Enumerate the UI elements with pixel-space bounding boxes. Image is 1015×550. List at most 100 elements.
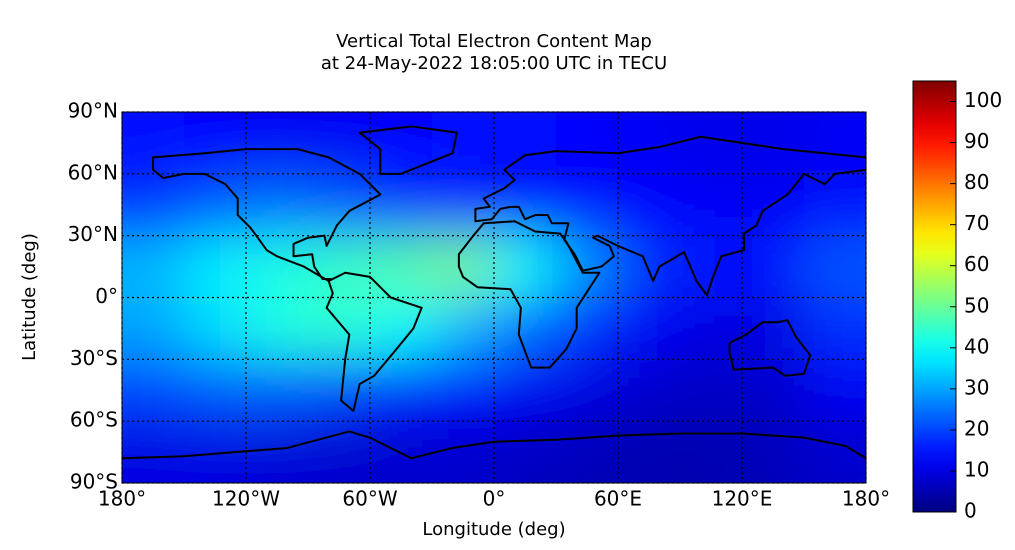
coastline <box>459 221 600 367</box>
heatmap-cell <box>184 359 247 423</box>
colorbar-tick-label: 0 <box>964 499 977 523</box>
heatmap-cell <box>556 421 619 483</box>
heatmap-cell <box>556 112 619 175</box>
heatmap-cell <box>432 235 495 299</box>
heatmap-cell <box>804 173 866 237</box>
coastlines <box>122 126 866 458</box>
colorbar-tick-label: 70 <box>964 211 989 235</box>
heatmap-cell <box>804 112 866 175</box>
heatmap-cell <box>804 235 866 299</box>
heatmap-cell <box>742 359 805 423</box>
heatmap-cell <box>184 173 247 237</box>
heatmap-cell <box>308 112 371 175</box>
heatmap-cell <box>308 421 371 483</box>
heatmap-cell <box>184 297 247 361</box>
coastline <box>475 137 866 296</box>
heatmap-cell <box>494 421 557 483</box>
colorbar-tick-label: 40 <box>964 334 989 358</box>
heatmap-cell <box>804 297 866 361</box>
plot-frame <box>121 111 867 484</box>
colorbar <box>912 80 957 513</box>
coastline <box>153 149 380 281</box>
x-axis-label: Longitude (deg) <box>422 519 565 540</box>
heatmap-cell <box>804 359 866 423</box>
heatmap-cell <box>742 421 805 483</box>
y-tick-label: 60°N <box>68 160 118 184</box>
heatmap-cell <box>246 235 309 299</box>
colorbar-tick-label: 100 <box>964 88 1002 112</box>
heatmap-cell <box>246 421 309 483</box>
colorbar-tick-label: 90 <box>964 129 989 153</box>
y-tick-label: 30°S <box>70 346 118 370</box>
heatmap-cell <box>122 359 185 423</box>
heatmap-cell <box>370 359 433 423</box>
heatmap-cell <box>618 173 681 237</box>
y-tick-label: 90°N <box>68 99 118 123</box>
heatmap-cell <box>370 421 433 483</box>
heatmap <box>122 112 866 483</box>
heatmap-cell <box>742 112 805 175</box>
heatmap-cell <box>680 235 743 299</box>
heatmap-cell <box>122 235 185 299</box>
heatmap-cell <box>742 235 805 299</box>
heatmap-cell <box>308 359 371 423</box>
colorbar-tick-label: 50 <box>964 293 989 317</box>
heatmap-cell <box>680 297 743 361</box>
x-tick-label: 180° <box>98 487 146 511</box>
heatmap-cell <box>432 421 495 483</box>
heatmap-cell <box>308 235 371 299</box>
y-tick-label: 60°S <box>70 408 118 432</box>
heatmap-cell <box>618 359 681 423</box>
heatmap-cell <box>122 173 185 237</box>
heatmap-cell <box>618 297 681 361</box>
colorbar-tick-label: 60 <box>964 252 989 276</box>
heatmap-cell <box>370 297 433 361</box>
heatmap-cell <box>432 297 495 361</box>
y-tick-label: 90°S <box>70 470 118 494</box>
heatmap-cell <box>556 173 619 237</box>
heatmap-cell <box>432 173 495 237</box>
heatmap-cell <box>618 235 681 299</box>
x-tick-label: 60°E <box>594 487 642 511</box>
heatmap-cell <box>742 297 805 361</box>
colorbar-tick-label: 10 <box>964 457 989 481</box>
heatmap-cell <box>370 235 433 299</box>
heatmap-cell <box>122 297 185 361</box>
heatmap-cell <box>370 173 433 237</box>
coastline <box>122 431 866 458</box>
heatmap-cell <box>184 235 247 299</box>
y-axis-label: Latitude (deg) <box>19 233 40 361</box>
heatmap-cell <box>556 359 619 423</box>
coastline <box>730 320 811 376</box>
x-tick-label: 120°W <box>212 487 280 511</box>
y-tick-label: 0° <box>95 284 118 308</box>
x-tick-label: 60°W <box>342 487 397 511</box>
heatmap-cell <box>494 359 557 423</box>
x-tick-label: 180° <box>842 487 890 511</box>
heatmap-cell <box>246 173 309 237</box>
x-tick-label: 120°E <box>712 487 773 511</box>
heatmap-cell <box>432 112 495 175</box>
colorbar-tick-label: 20 <box>964 416 989 440</box>
coastline <box>327 273 422 411</box>
y-tick-label: 30°N <box>68 222 118 246</box>
heatmap-cell <box>184 112 247 175</box>
heatmap-cell <box>680 112 743 175</box>
x-tick-label: 0° <box>483 487 506 511</box>
chart-title: Vertical Total Electron Content Map <box>336 31 652 52</box>
heatmap-cell <box>494 112 557 175</box>
chart-subtitle: at 24-May-2022 18:05:00 UTC in TECU <box>321 53 667 74</box>
heatmap-cell <box>680 421 743 483</box>
heatmap-cell <box>432 359 495 423</box>
heatmap-cell <box>246 359 309 423</box>
coastline <box>360 126 457 173</box>
heatmap-cell <box>246 112 309 175</box>
heatmap-cell <box>680 359 743 423</box>
colorbar-tick-label: 30 <box>964 375 989 399</box>
heatmap-cell <box>246 297 309 361</box>
heatmap-cell <box>680 173 743 237</box>
heatmap-cell <box>618 421 681 483</box>
heatmap-cell <box>122 421 185 483</box>
colorbar-tick-label: 80 <box>964 170 989 194</box>
